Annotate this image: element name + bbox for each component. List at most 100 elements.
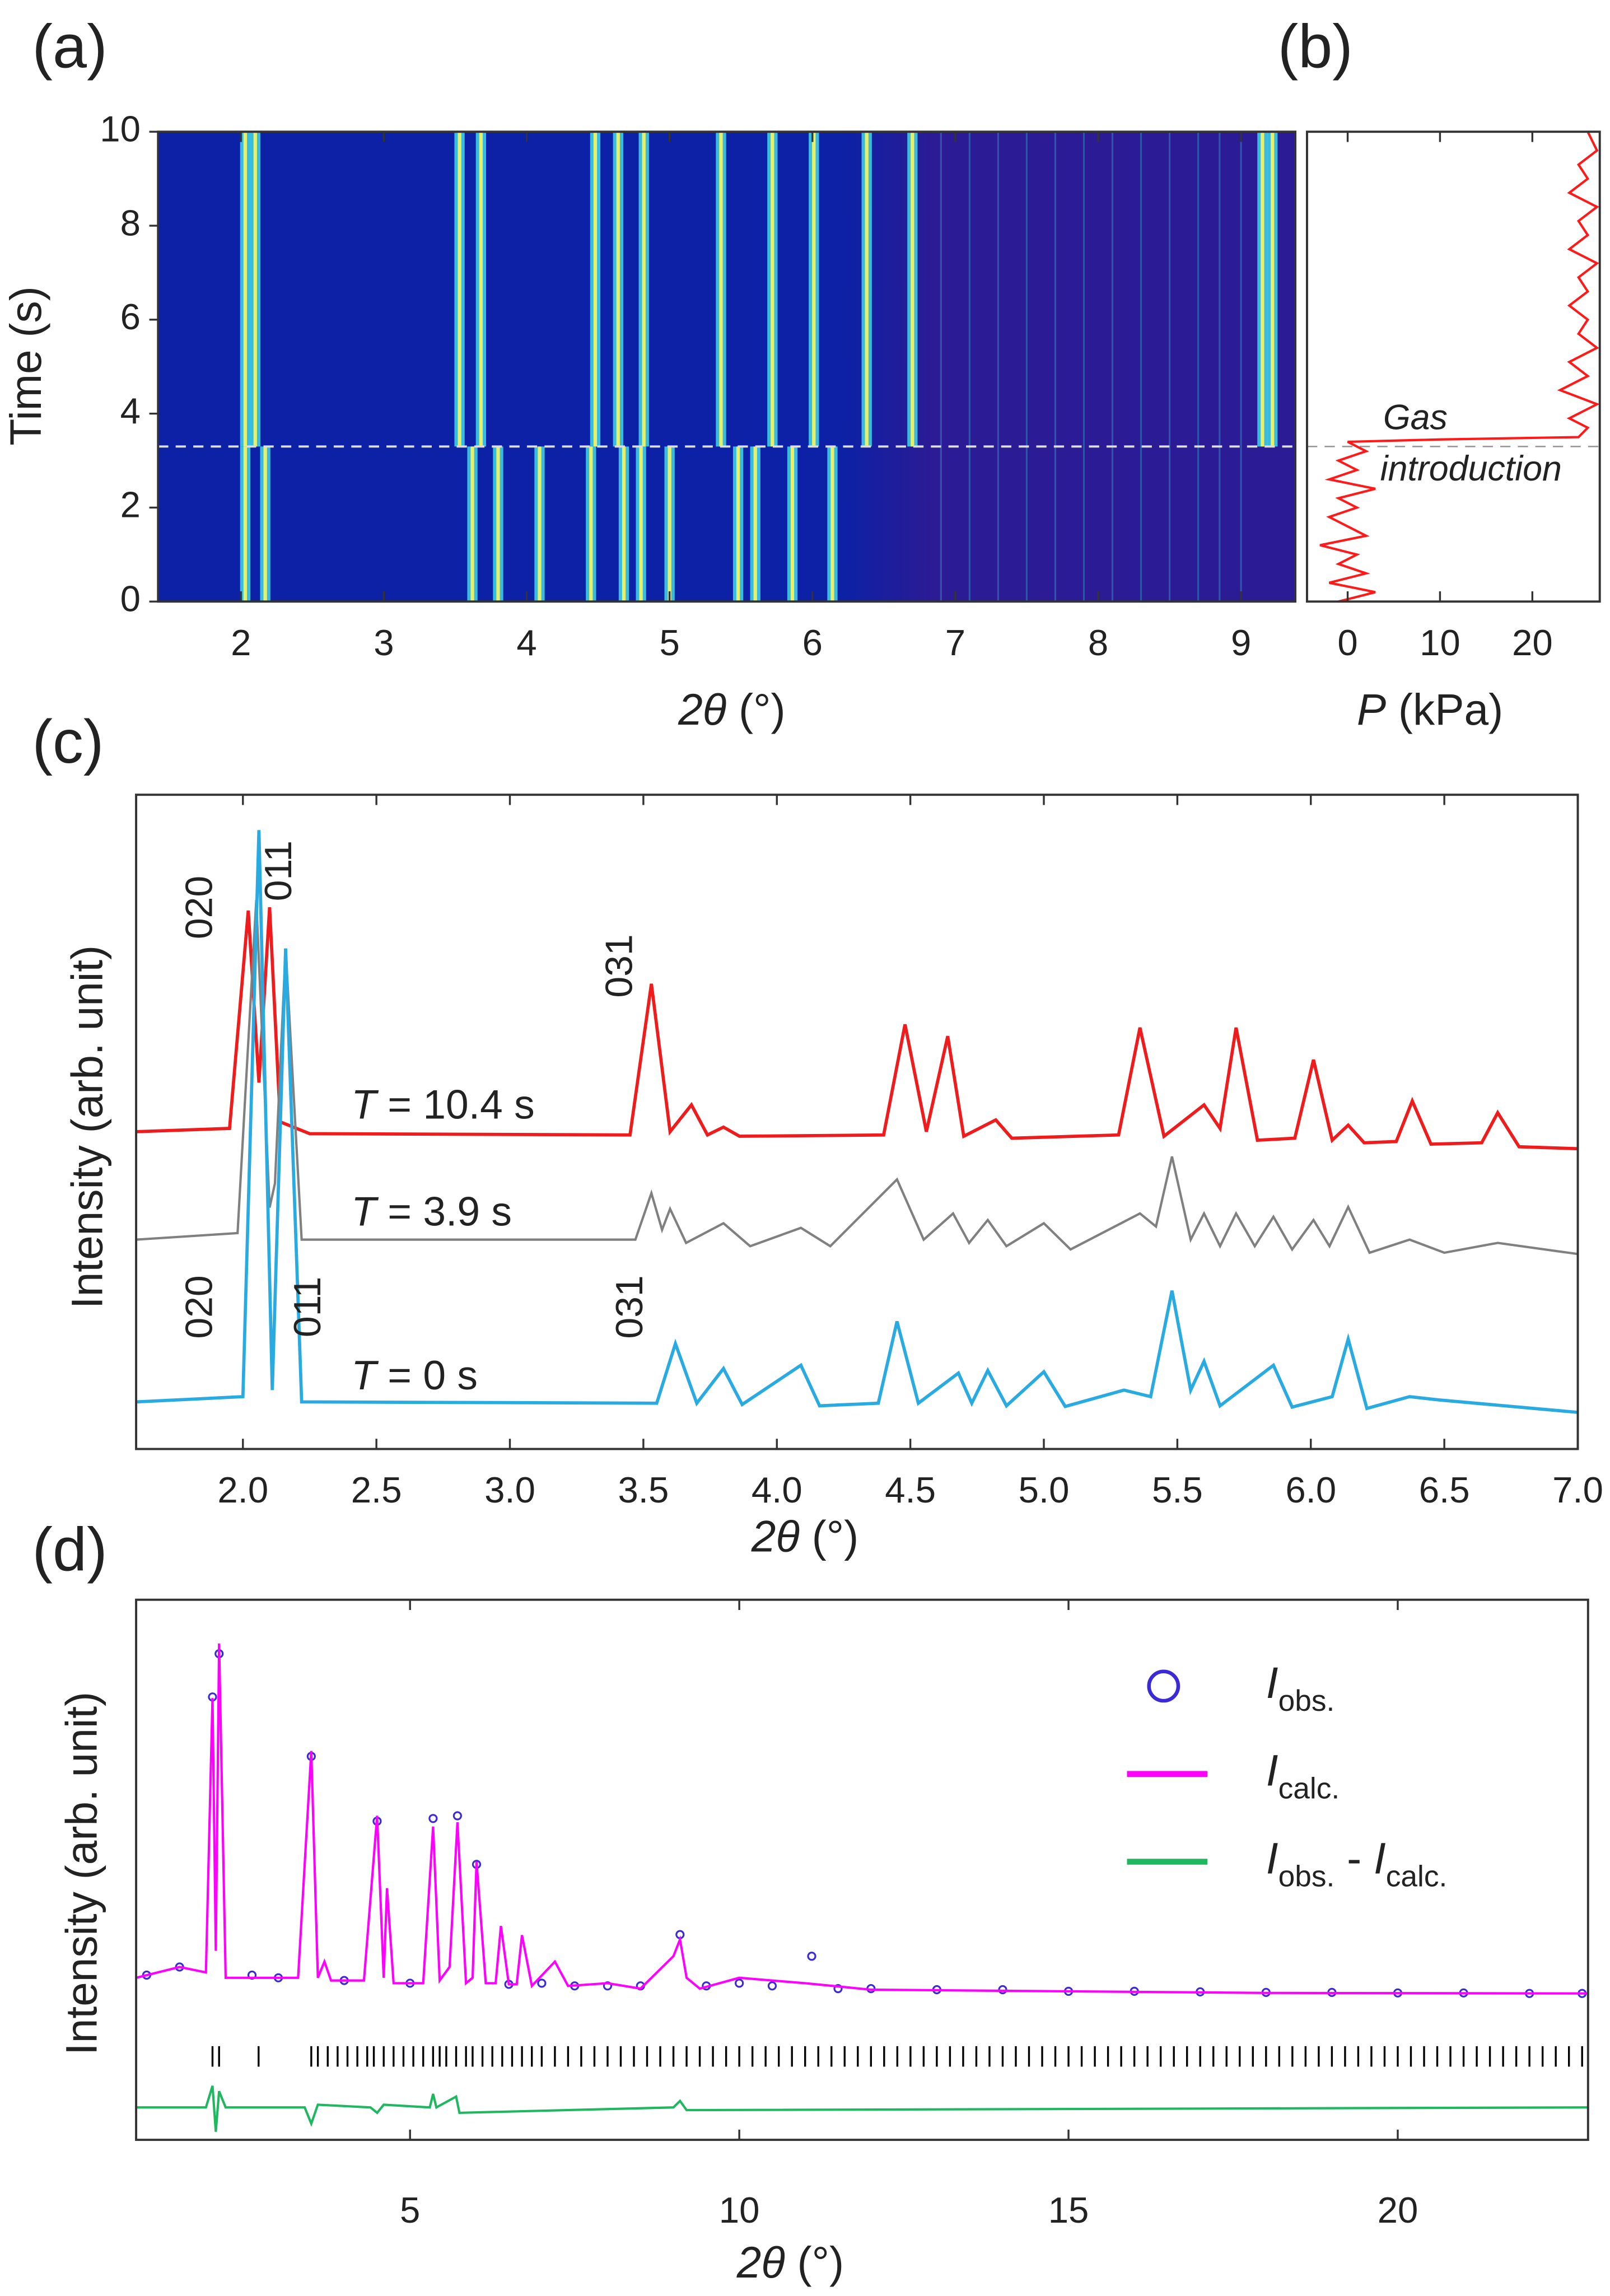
x-tick-label: 4.0 xyxy=(752,1469,802,1510)
x-tick-label: 6.5 xyxy=(1419,1469,1470,1510)
text-part: 2θ xyxy=(736,2238,785,2287)
x-tick-label: 5.5 xyxy=(1152,1469,1203,1510)
legend-symbol xyxy=(1147,1669,1180,1703)
heatmap-background xyxy=(158,132,1296,602)
text-part: T xyxy=(351,1352,379,1398)
x-tick-label: 8 xyxy=(1088,622,1108,663)
stripe-core xyxy=(753,446,757,602)
y-tick-label: 10 xyxy=(100,108,141,149)
text-part: I xyxy=(1374,1833,1386,1883)
y-axis-title: Intensity (arb. unit) xyxy=(57,1692,106,2055)
annotation: Gas xyxy=(1383,398,1448,437)
series-label: T = 10.4 s xyxy=(351,1082,534,1128)
legend-label: Icalc. xyxy=(1266,1746,1340,1805)
stripe-core xyxy=(593,132,598,447)
stripe-core xyxy=(639,446,643,602)
x-tick-label: 10 xyxy=(719,2190,760,2230)
x-tick-label: 5 xyxy=(659,622,679,663)
legend-label: Iobs. - Icalc. xyxy=(1266,1833,1448,1893)
text-part: calc. xyxy=(1278,1772,1340,1805)
plot-frame xyxy=(1306,130,1601,603)
plot-frame xyxy=(135,1598,1589,2141)
x-tick-label: 2.0 xyxy=(217,1469,268,1510)
y-tick-label: 4 xyxy=(120,390,141,431)
y-axis-title: Time (s) xyxy=(1,286,50,445)
pattern-line xyxy=(136,900,1578,1256)
series-label: T = 0 s xyxy=(351,1352,478,1398)
stripe-core xyxy=(496,446,500,602)
x-tick-label: 4.5 xyxy=(885,1469,936,1510)
text-part: = 10.4 s xyxy=(376,1082,535,1128)
peak-label: 031 xyxy=(608,1275,651,1338)
stripe-core xyxy=(642,132,646,447)
observed-point xyxy=(833,1984,843,1994)
stripe-core xyxy=(1271,132,1275,447)
y-tick-label: 0 xyxy=(120,578,141,619)
pattern-line xyxy=(136,1643,1589,1995)
stripe-core xyxy=(1261,132,1264,447)
series-label: T = 3.9 s xyxy=(351,1189,512,1235)
pattern-line xyxy=(136,830,1578,1414)
x-tick-label: 3 xyxy=(374,622,394,663)
stripe-core xyxy=(589,446,593,602)
stripe-core xyxy=(253,132,257,447)
text-part: I xyxy=(1266,1746,1278,1795)
text-part: = 3.9 s xyxy=(376,1189,512,1235)
text-part: = 0 s xyxy=(376,1352,478,1398)
text-part: P xyxy=(1357,685,1386,734)
observed-point xyxy=(735,1978,744,1988)
stripe-core xyxy=(243,132,248,447)
y-tick-label: 2 xyxy=(120,484,141,525)
peak-label: 020 xyxy=(178,1275,221,1338)
stripe-core xyxy=(479,132,483,447)
peak-label: 011 xyxy=(257,841,300,901)
x-tick-label: 20 xyxy=(1378,2190,1418,2230)
observed-point xyxy=(537,1978,547,1988)
observed-point xyxy=(428,1814,438,1823)
text-part: calc. xyxy=(1386,1860,1448,1893)
x-tick-label: 10 xyxy=(1420,622,1460,663)
x-tick-label: 3.0 xyxy=(484,1469,535,1510)
x-tick-label: 2.5 xyxy=(351,1469,402,1510)
x-tick-label: 15 xyxy=(1048,2190,1089,2230)
stripe-core xyxy=(812,132,816,447)
y-tick-label: 6 xyxy=(120,296,141,337)
pressure-line xyxy=(1319,131,1600,603)
text-part: obs. xyxy=(1278,1684,1335,1717)
x-tick-label: 7 xyxy=(945,622,965,663)
x-tick-label: 0 xyxy=(1337,622,1357,663)
stripe-core xyxy=(458,132,461,447)
x-tick-label: 5.0 xyxy=(1019,1469,1070,1510)
stripe-core xyxy=(719,132,723,447)
x-axis-title: 2θ (°) xyxy=(751,1511,858,1561)
stripe-core xyxy=(771,132,774,447)
text-part: (°) xyxy=(800,1511,858,1561)
x-tick-label: 20 xyxy=(1512,622,1553,663)
plot-frame xyxy=(135,794,1579,1450)
y-axis-title: Intensity (arb. unit) xyxy=(63,945,112,1309)
panel-label: (b) xyxy=(1278,12,1353,81)
panel-label: (a) xyxy=(32,12,108,81)
x-axis-title: 2θ (°) xyxy=(736,2238,844,2287)
x-axis-title: 2θ (°) xyxy=(678,685,785,734)
observed-point xyxy=(452,1811,462,1821)
text-part: 2θ xyxy=(678,685,726,734)
x-tick-label: 3.5 xyxy=(618,1469,669,1510)
peak-label: 031 xyxy=(598,934,641,997)
stripe-core xyxy=(830,446,834,602)
observed-point xyxy=(767,1981,777,1991)
stripe-core xyxy=(736,446,740,602)
annotation: introduction xyxy=(1380,449,1562,488)
stripe-core xyxy=(911,132,914,447)
text-part: (kPa) xyxy=(1386,685,1503,734)
text-part: I xyxy=(1266,1658,1278,1707)
x-tick-label: 6 xyxy=(802,622,823,663)
legend-label: Iobs. xyxy=(1266,1658,1335,1718)
stripe-core xyxy=(263,446,267,602)
text-part: T xyxy=(351,1189,379,1235)
stripe-core xyxy=(865,132,869,447)
stripe-core xyxy=(790,446,795,602)
y-tick-label: 8 xyxy=(120,202,141,243)
